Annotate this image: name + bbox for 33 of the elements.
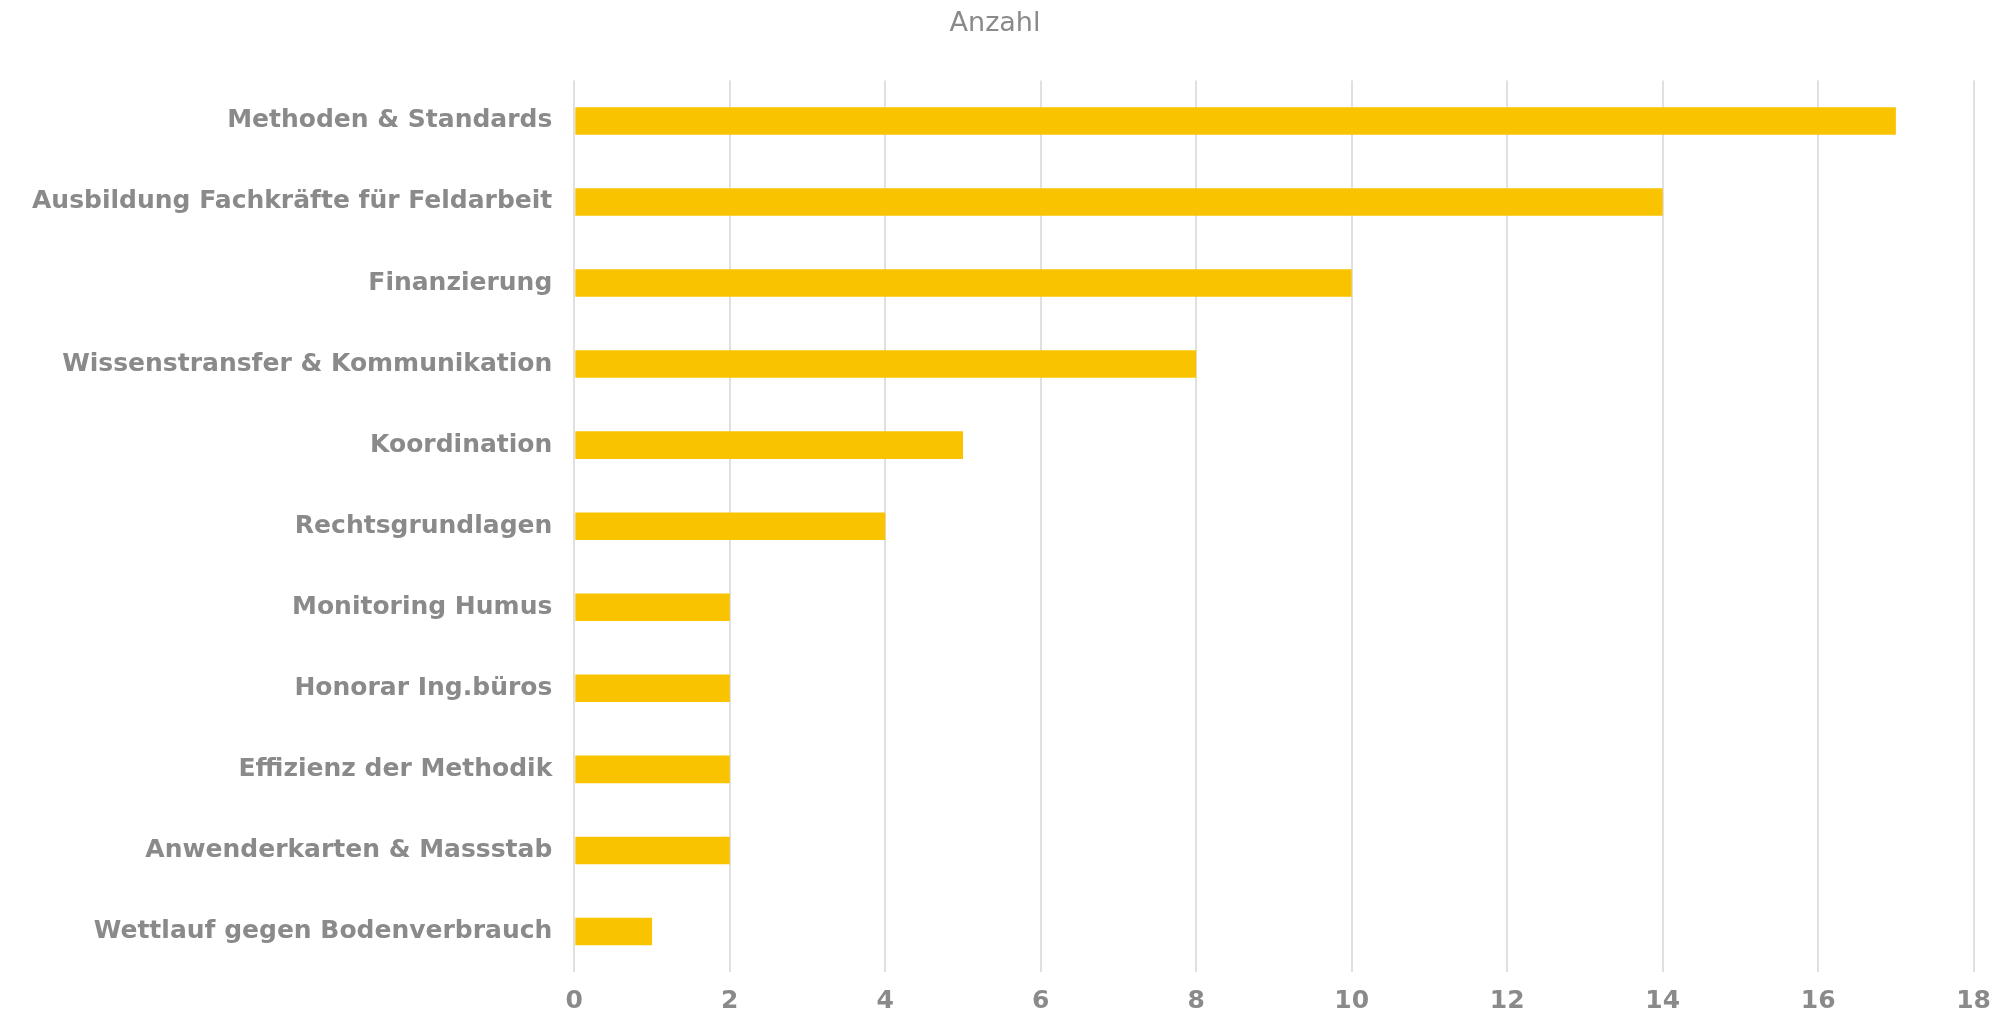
y-tick-label: Anwenderkarten & Massstab	[145, 833, 553, 863]
bar	[575, 512, 886, 540]
y-tick-label: Honorar Ing.büros	[294, 671, 553, 701]
x-tick-label: 4	[876, 984, 894, 1014]
y-tick-label: Methoden & Standards	[227, 104, 553, 134]
x-tick-label: 2	[721, 984, 739, 1014]
x-tick-label: 0	[565, 984, 584, 1014]
y-tick-label: Monitoring Humus	[292, 590, 553, 620]
bar	[575, 107, 1896, 135]
y-tick-label: Ausbildung Fachkräfte für Feldarbeit	[32, 185, 553, 215]
chart-title: Anzahl	[949, 6, 1041, 38]
bar	[575, 836, 730, 865]
x-tick-label: 10	[1334, 984, 1370, 1014]
y-tick-label: Finanzierung	[368, 266, 553, 296]
bar	[575, 269, 1352, 297]
bar	[575, 674, 730, 703]
bar	[575, 917, 653, 946]
y-tick-label: Rechtsgrundlagen	[294, 509, 553, 539]
x-tick-label: 14	[1645, 984, 1681, 1014]
bar	[575, 431, 964, 459]
y-tick-label: Effizienz der Methodik	[238, 752, 554, 782]
bar	[575, 755, 730, 784]
bar	[575, 350, 1197, 378]
x-tick-label: 18	[1956, 984, 1991, 1014]
x-tick-label: 16	[1800, 984, 1836, 1014]
y-tick-label: Wissenstransfer & Kommunikation	[62, 347, 553, 377]
bar	[575, 593, 730, 622]
y-tick-label: Koordination	[370, 428, 553, 458]
bar	[575, 188, 1663, 216]
x-tick-label: 6	[1032, 984, 1050, 1014]
y-tick-label: Wettlauf gegen Bodenverbrauch	[93, 914, 553, 944]
x-tick-label: 8	[1187, 984, 1205, 1014]
x-tick-label: 12	[1489, 984, 1525, 1014]
